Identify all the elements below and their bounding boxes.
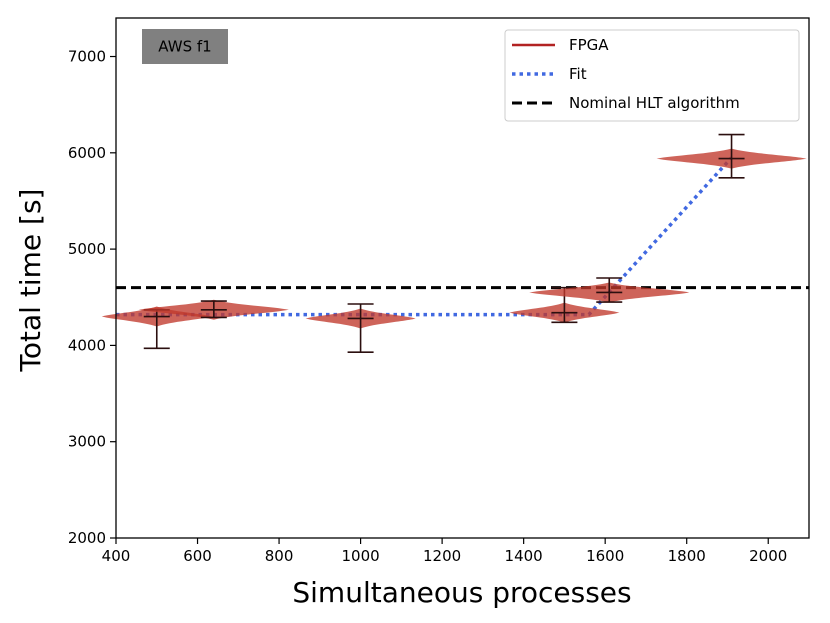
x-tick-label: 2000 [749,547,787,565]
legend-nominal-label: Nominal HLT algorithm [569,94,740,112]
y-tick-label: 4000 [68,336,106,354]
x-tick-label: 1800 [668,547,706,565]
badge-label: AWS f1 [158,38,211,56]
y-tick-label: 3000 [68,433,106,451]
x-tick-label: 1600 [586,547,624,565]
plot-area [101,133,809,353]
legend: FPGA Fit Nominal HLT algorithm [504,29,800,122]
x-tick-label: 800 [265,547,294,565]
legend-fit-label: Fit [569,65,587,83]
legend-fpga-label: FPGA [569,36,609,54]
y-axis-title: Total time [s] [14,189,47,373]
y-tick-label: 5000 [68,240,106,258]
axis-ticks: 400 600 800 1000 1200 1400 1600 1800 2000 2000 300… [68,48,788,565]
badge-box [142,29,228,64]
violin-1610 [529,277,690,303]
y-tick-label: 7000 [68,48,106,66]
y-tick-label: 6000 [68,144,106,162]
x-tick-label: 1400 [505,547,543,565]
y-tick-label: 2000 [68,529,106,547]
x-tick-label: 1000 [341,547,379,565]
violin-1910 [656,133,807,179]
x-tick-label: 1200 [423,547,461,565]
platform-badge: AWS f1 [142,29,228,64]
x-tick-label: 400 [102,547,131,565]
x-tick-label: 600 [183,547,212,565]
legend-box [504,29,800,122]
violin-640 [138,299,289,320]
violin-1000 [305,303,416,353]
plot-frame [115,17,810,539]
x-axis-title: Simultaneous processes [292,576,631,609]
